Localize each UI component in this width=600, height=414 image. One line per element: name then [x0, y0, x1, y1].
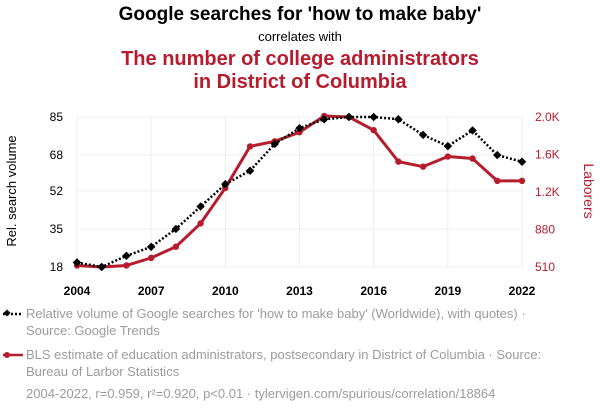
point-search-volume-2013 [295, 123, 304, 133]
point-search-volume-2022 [517, 157, 527, 167]
legend-solid-line-icon [3, 352, 23, 358]
point-administrators-2021 [494, 177, 501, 185]
point-search-volume-2011 [245, 166, 255, 175]
legend-label-administrators: BLS estimate of education administrators… [26, 347, 542, 379]
point-search-volume-2014 [319, 114, 329, 124]
y-tick-right-2.0K: 2.0K [535, 110, 560, 124]
point-administrators-2011 [246, 143, 254, 150]
point-search-volume-2018 [418, 130, 428, 140]
point-search-volume-2017 [394, 114, 403, 124]
correlation-footer: 2004-2022, r=0.959, r²=0.920, p<0.01 · t… [26, 386, 496, 401]
chart-subtitle: correlates with [258, 29, 342, 44]
y-axis-label-left: Rel. search volume [4, 135, 19, 246]
y-tick-right-880: 880 [535, 223, 555, 237]
series-search-volume [72, 112, 527, 272]
point-administrators-2022 [518, 177, 526, 185]
y-tick-right-510: 510 [535, 260, 555, 274]
point-search-volume-2006 [122, 251, 131, 261]
y-tick-left-85: 85 [50, 110, 64, 124]
x-tick-2007: 2007 [138, 284, 165, 298]
x-tick-2019: 2019 [434, 284, 461, 298]
point-search-volume-2015 [344, 112, 354, 122]
legend-dotted-line-icon [3, 309, 23, 317]
point-administrators-2020 [469, 155, 476, 162]
point-search-volume-2019 [443, 141, 453, 151]
x-tick-2022: 2022 [509, 284, 536, 298]
point-search-volume-2016 [369, 112, 378, 122]
chart-title: Google searches for 'how to make baby' [118, 4, 482, 25]
y-tick-left-52: 52 [50, 184, 64, 198]
y-tick-left-35: 35 [50, 222, 64, 236]
point-administrators-2016 [370, 126, 377, 134]
x-axis: 2004 2007 2010 2013 2016 2019 2022 [64, 284, 536, 298]
point-search-volume-2009 [196, 202, 205, 211]
legend-label-search: Relative volume of Google searches for '… [26, 306, 526, 338]
x-tick-2013: 2013 [286, 284, 313, 298]
gridlines [76, 116, 523, 268]
title-secondary-line2: in District of Columbia [193, 71, 407, 93]
x-tick-2016: 2016 [360, 284, 387, 298]
chart-title-secondary: The number of college administrators in … [0, 48, 600, 94]
y-tick-right-1.6K: 1.6K [535, 148, 560, 162]
y-tick-right-1.2K: 1.2K [535, 185, 560, 199]
point-administrators-2019 [444, 153, 452, 160]
y-tick-left-68: 68 [50, 148, 64, 162]
point-administrators-2017 [395, 158, 402, 165]
y-axis-right: 510 880 1.2K 1.6K 2.0K [535, 110, 560, 274]
y-axis-left: 18 35 52 68 85 [50, 110, 64, 274]
point-search-volume-2012 [270, 139, 280, 149]
title-secondary-line1: The number of college administrators [121, 48, 479, 70]
point-administrators-2009 [197, 220, 204, 227]
point-search-volume-2008 [171, 224, 181, 234]
y-tick-left-18: 18 [50, 260, 64, 274]
point-administrators-2006 [123, 262, 130, 269]
point-search-volume-2010 [221, 179, 230, 189]
point-administrators-2018 [419, 163, 427, 170]
point-search-volume-2004 [72, 258, 82, 267]
point-search-volume-2021 [493, 150, 502, 160]
y-axis-label-right: Laborers [581, 163, 597, 218]
point-administrators-2008 [172, 243, 180, 250]
x-tick-2004: 2004 [64, 284, 91, 298]
point-administrators-2007 [147, 254, 155, 262]
point-search-volume-2007 [146, 242, 156, 252]
point-search-volume-2005 [97, 262, 106, 272]
x-tick-2010: 2010 [212, 284, 239, 298]
